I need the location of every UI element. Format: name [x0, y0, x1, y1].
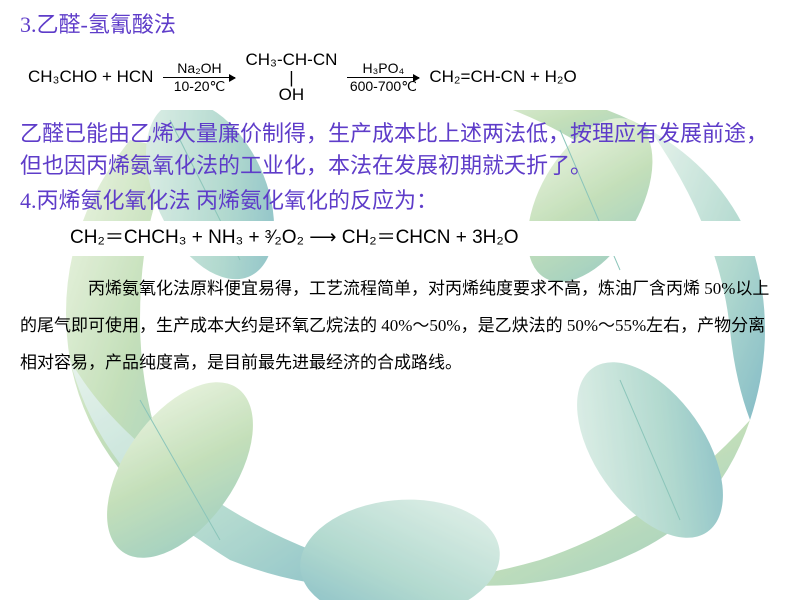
- section4-body: 丙烯氨氧化法原料便宜易得，工艺流程简单，对丙烯纯度要求不高，炼油厂含丙烯 50%…: [20, 270, 780, 382]
- slide-content: 3.乙醛-氢氰酸法 CH₃CHO + HCN Na₂OH 10-20℃ CH₃-…: [0, 0, 800, 392]
- section3-body: 乙醛已能由乙烯大量廉价制得，生产成本比上述两法低，按理应有发展前途，但也因丙烯氨…: [20, 118, 780, 182]
- eq-products: CH₂=CH-CN + H₂O: [429, 67, 576, 87]
- section4-equation: CH₂＝CHCH₃ + NH₃ + ³⁄₂O₂ ⟶ CH₂＝CHCN + 3H₂…: [20, 221, 780, 256]
- eq-arrow-1: Na₂OH 10-20℃: [163, 60, 235, 95]
- section3-title: 3.乙醛-氢氰酸法: [20, 10, 780, 41]
- section4-title: 4.丙烯氨化氧化法 丙烯氨化氧化的反应为：: [20, 186, 780, 217]
- eq-arrow-2: H₃PO₄ 600-700℃: [347, 60, 419, 95]
- eq-reactants: CH₃CHO + HCN: [28, 67, 153, 87]
- section3-equation: CH₃CHO + HCN Na₂OH 10-20℃ CH₃-CH-CN | OH…: [20, 45, 780, 111]
- eq-intermediate: CH₃-CH-CN | OH: [245, 51, 337, 105]
